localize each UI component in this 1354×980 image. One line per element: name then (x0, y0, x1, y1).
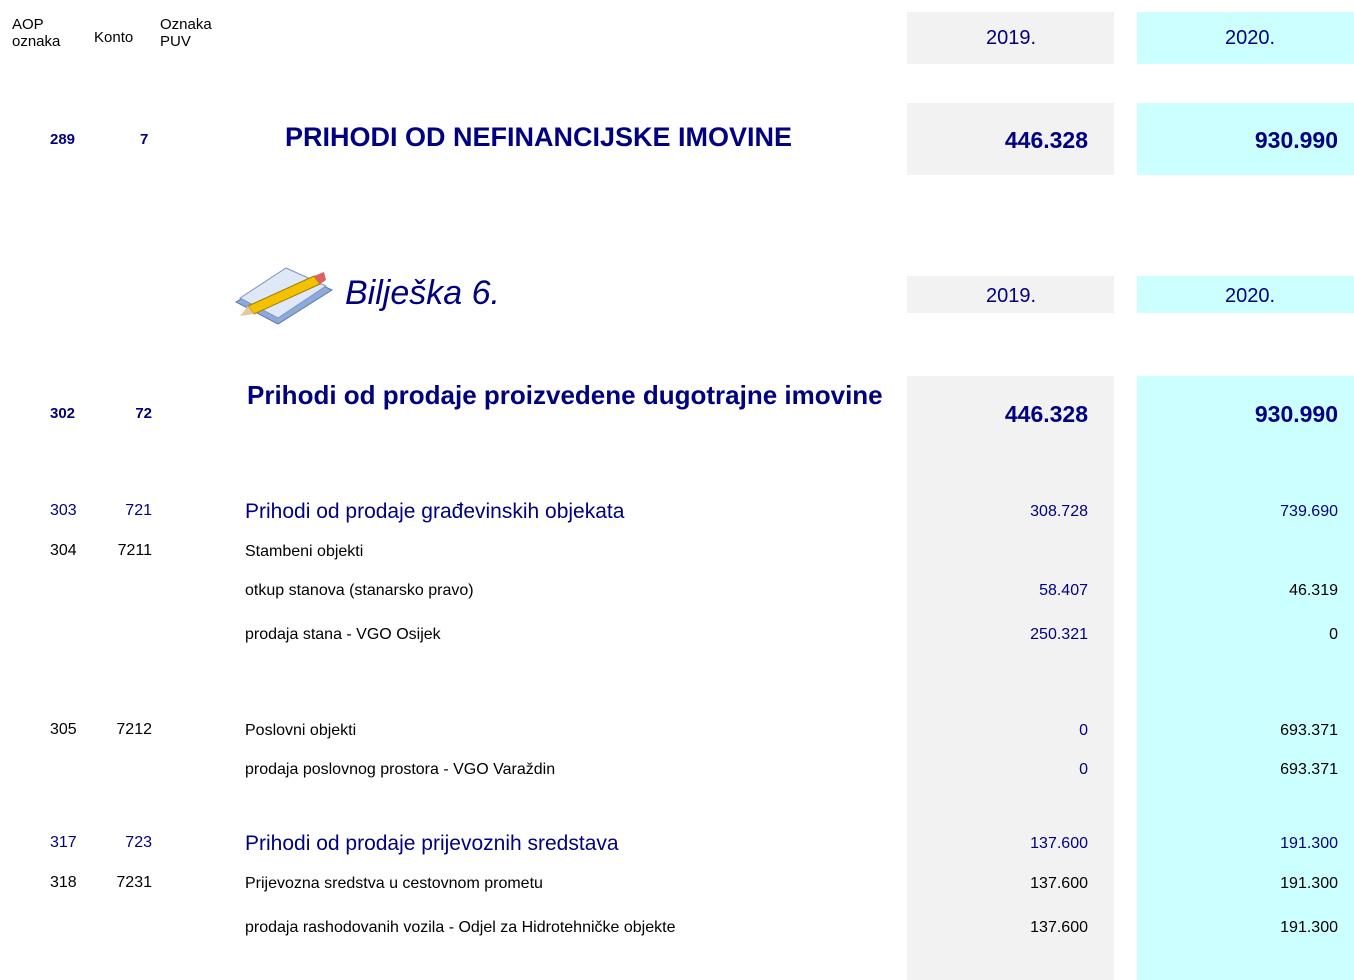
row-label: Prijevozna sredstva u cestovnom prometu (245, 875, 543, 893)
value-2020: 739.690 (1140, 503, 1338, 521)
aop-header-1: AOP (12, 16, 60, 33)
konto: 723 (60, 834, 152, 852)
page: {"header":{"aop_line1":"AOP","aop_line2"… (0, 0, 1354, 980)
konto: 721 (60, 502, 152, 520)
value-2019: 308.728 (900, 503, 1088, 521)
value-2019: 137.600 (900, 835, 1088, 853)
value-2020: 191.300 (1140, 835, 1338, 853)
row-label: Stambeni objekti (245, 543, 363, 561)
row-label: otkup stanova (stanarsko pravo) (245, 582, 474, 600)
aop-header-2: oznaka (12, 33, 60, 50)
value-2019: 137.600 (900, 919, 1088, 937)
value-2020: 693.371 (1140, 761, 1338, 779)
value-2020: 191.300 (1140, 919, 1338, 937)
year-header: 2020. (1150, 27, 1350, 50)
puv-header-1: Oznaka (160, 16, 212, 33)
value-2019: 0 (900, 722, 1088, 740)
value-2020: 191.300 (1140, 875, 1338, 893)
konto: 7212 (60, 721, 152, 739)
row-label: Prihodi od prodaje prijevoznih sredstava (245, 832, 619, 856)
value-2019: 137.600 (900, 875, 1088, 893)
konto-header: Konto (94, 29, 133, 46)
puv-header-2: PUV (160, 33, 212, 50)
value-2020: 930.990 (1140, 401, 1338, 428)
row-label: Poslovni objekti (245, 722, 356, 740)
row-label: prodaja rashodovanih vozila - Odjel za H… (245, 919, 675, 937)
value-2019: 446.328 (900, 401, 1088, 428)
row-label: prodaja poslovnog prostora - VGO Varaždi… (245, 761, 555, 779)
value-2019: 0 (900, 761, 1088, 779)
note-icon (228, 262, 338, 328)
konto: 72 (60, 405, 152, 422)
konto: 7211 (60, 542, 152, 560)
year-header: 2019. (911, 27, 1111, 50)
value-2019: 446.328 (900, 127, 1088, 154)
value-2020: 0 (1140, 626, 1338, 644)
value-2019: 250.321 (900, 626, 1088, 644)
row-label: prodaja stana - VGO Osijek (245, 626, 441, 644)
main-title: PRIHODI OD NEFINANCIJSKE IMOVINE (285, 122, 792, 153)
value-2020: 930.990 (1140, 127, 1338, 154)
row-label: Prihodi od prodaje građevinskih objekata (245, 500, 624, 524)
konto: 7 (140, 131, 148, 148)
year-header: 2020. (1150, 285, 1350, 308)
value-2020: 46.319 (1140, 582, 1338, 600)
value-2020: 693.371 (1140, 722, 1338, 740)
note-title: Bilješka 6. (345, 274, 500, 313)
konto: 7231 (60, 874, 152, 892)
year-header: 2019. (911, 285, 1111, 308)
row-label: Prihodi od prodaje proizvedene dugotrajn… (247, 377, 897, 413)
value-2019: 58.407 (900, 582, 1088, 600)
aop: 289 (50, 131, 75, 148)
